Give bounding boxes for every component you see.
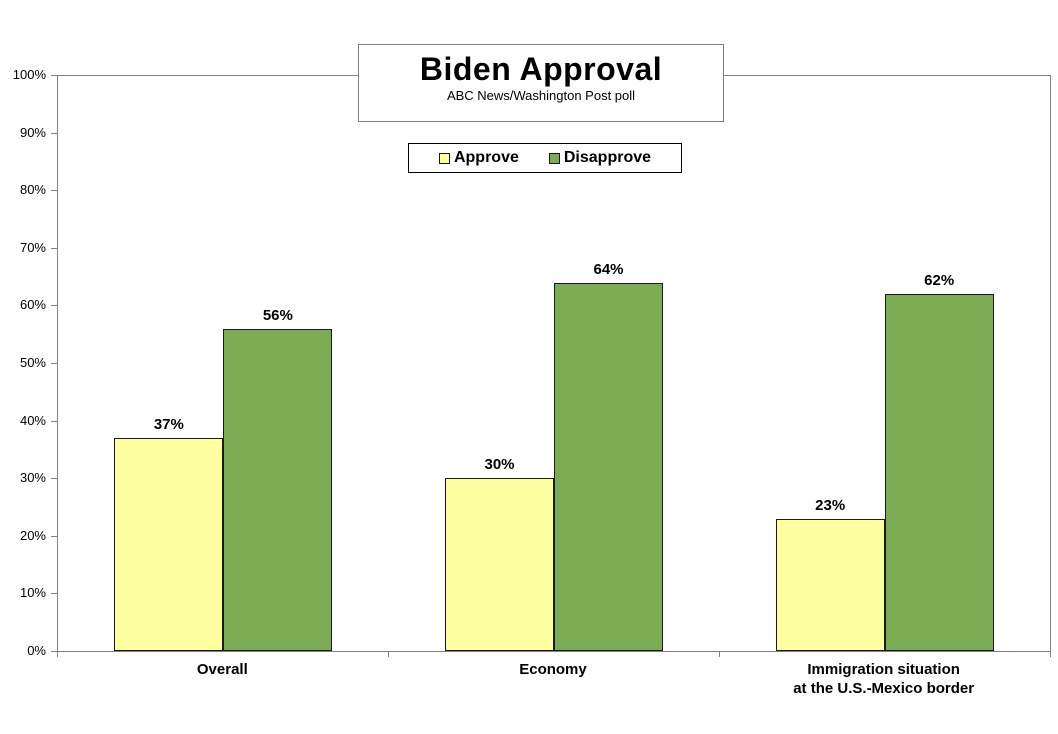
y-axis-tick-label-90: 90% bbox=[19, 124, 46, 140]
category-label-immigration-situation: Immigration situation at the U.S.-Mexico… bbox=[793, 661, 975, 697]
bar-disapprove-economy bbox=[554, 283, 663, 651]
y-axis-tick-label-40: 40% bbox=[19, 412, 46, 428]
legend-swatch-disapprove-icon bbox=[548, 152, 560, 164]
chart-subtitle: ABC News/Washington Post poll bbox=[446, 88, 636, 103]
bar-approve-immigration-situation bbox=[775, 519, 885, 651]
legend-item-approve: Approve bbox=[438, 149, 519, 166]
x-axis-tick-mark-2 bbox=[719, 651, 720, 657]
legend-swatch-approve-icon bbox=[438, 152, 450, 164]
legend-label-approve: Approve bbox=[453, 149, 519, 166]
category-label-overall: Overall bbox=[196, 661, 248, 678]
bar-approve-overall bbox=[114, 438, 224, 651]
legend-label-disapprove: Disapprove bbox=[563, 149, 652, 166]
y-axis-tick-mark-40 bbox=[51, 420, 57, 422]
y-axis-tick-mark-50 bbox=[51, 363, 57, 364]
x-axis-tick-mark-3 bbox=[1050, 651, 1051, 657]
y-axis-tick-label-80: 80% bbox=[19, 182, 46, 198]
legend: Approve Disapprove bbox=[408, 143, 682, 173]
value-label-disapprove-overall: 56% bbox=[262, 307, 293, 324]
value-label-approve-overall: 37% bbox=[153, 416, 184, 433]
y-axis-tick-label-30: 30% bbox=[19, 470, 46, 486]
bar-approve-economy bbox=[445, 478, 554, 651]
y-axis-tick-label-60: 60% bbox=[19, 297, 46, 313]
y-axis-tick-mark-20 bbox=[51, 535, 57, 537]
bar-disapprove-overall bbox=[223, 329, 333, 651]
bar-disapprove-immigration-situation bbox=[884, 294, 994, 651]
y-axis-tick-label-100: 100% bbox=[12, 67, 46, 82]
chart-title-box: Biden Approval ABC News/Washington Post … bbox=[358, 44, 724, 122]
x-axis-tick-mark-1 bbox=[388, 651, 389, 657]
value-label-disapprove-immigration-situation: 62% bbox=[924, 272, 955, 289]
y-axis-tick-label-50: 50% bbox=[19, 355, 46, 370]
y-axis-tick-label-20: 20% bbox=[19, 527, 46, 543]
y-axis-tick-mark-90 bbox=[51, 132, 57, 134]
legend-item-disapprove: Disapprove bbox=[548, 149, 652, 166]
value-label-approve-economy: 30% bbox=[484, 456, 515, 473]
value-label-disapprove-economy: 64% bbox=[593, 261, 624, 278]
y-axis-tick-label-0: 0% bbox=[27, 643, 46, 658]
y-axis-tick-label-10: 10% bbox=[19, 585, 46, 601]
value-label-approve-immigration-situation: 23% bbox=[815, 497, 846, 514]
x-axis-tick-mark-0 bbox=[57, 651, 58, 657]
category-label-economy: Economy bbox=[519, 661, 587, 678]
y-axis-tick-mark-10 bbox=[51, 593, 57, 595]
chart-title: Biden Approval bbox=[419, 51, 663, 87]
y-axis-tick-mark-80 bbox=[51, 190, 57, 192]
y-axis-tick-mark-0 bbox=[51, 651, 57, 652]
y-axis-tick-mark-100 bbox=[51, 75, 57, 76]
y-axis-tick-mark-70 bbox=[51, 247, 57, 249]
y-axis-tick-label-70: 70% bbox=[19, 239, 46, 255]
y-axis-tick-mark-30 bbox=[51, 478, 57, 480]
y-axis-tick-mark-60 bbox=[51, 305, 57, 307]
